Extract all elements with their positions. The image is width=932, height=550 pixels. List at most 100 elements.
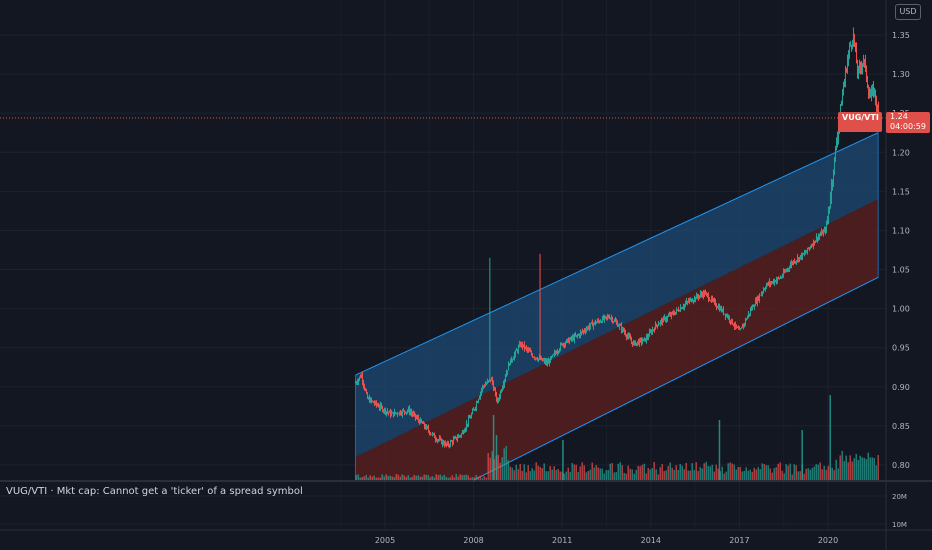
volume-bar	[467, 475, 469, 480]
volume-bar	[769, 468, 771, 480]
volume-bar	[841, 450, 843, 480]
volume-bar	[679, 464, 681, 480]
volume-bar	[785, 464, 787, 480]
volume-bar	[793, 464, 795, 480]
y-tick-label: 1.35	[892, 31, 910, 40]
volume-bar	[613, 472, 615, 480]
volume-bar	[401, 474, 403, 480]
volume-bar	[423, 474, 425, 480]
volume-bar	[597, 467, 599, 480]
volume-bar	[413, 474, 415, 480]
volume-bar	[757, 467, 759, 480]
volume-bar	[573, 464, 575, 480]
volume-bar	[441, 476, 443, 480]
price-series[interactable]	[354, 27, 879, 449]
volume-bar	[355, 475, 357, 480]
bar-countdown: 04:00:59	[890, 122, 926, 131]
volume-bar	[781, 470, 783, 480]
volume-bar	[377, 477, 379, 480]
volume-bar	[751, 471, 753, 480]
volume-bar	[739, 466, 741, 480]
volume-bar	[669, 462, 671, 480]
volume-bar	[869, 457, 871, 480]
volume-bar	[363, 476, 365, 480]
volume-bar	[545, 471, 547, 480]
volume-bar	[853, 458, 855, 480]
volume-bar	[473, 477, 475, 480]
volume-bar	[693, 470, 695, 480]
volume-bar	[615, 472, 617, 480]
volume-bar	[507, 460, 509, 480]
volume-bar	[637, 465, 639, 480]
volume-bar	[623, 472, 625, 480]
volume-bar	[451, 475, 453, 480]
volume-bar	[718, 420, 721, 480]
volume-bar	[845, 455, 847, 480]
volume-bar	[605, 470, 607, 480]
volume-bar	[369, 475, 371, 480]
volume-bar	[393, 477, 395, 480]
volume-bar	[873, 458, 875, 480]
volume-bar	[767, 465, 769, 480]
volume-bar	[469, 477, 471, 480]
volume-bar	[505, 445, 507, 480]
volume-bar	[527, 465, 529, 480]
volume-bar	[425, 474, 427, 480]
volume-bar	[827, 465, 829, 480]
volume-bar	[863, 457, 865, 480]
y-tick-label: 0.80	[892, 461, 910, 470]
volume-bar	[379, 477, 381, 480]
volume-bar	[479, 475, 481, 480]
volume-bar	[685, 462, 687, 480]
volume-bar	[523, 464, 525, 480]
volume-bar	[373, 475, 375, 480]
volume-bar	[695, 462, 697, 480]
volume-bar	[551, 469, 553, 480]
volume-bar	[503, 448, 505, 480]
volume-bar	[475, 474, 477, 480]
volume-bar	[741, 471, 743, 480]
volume-bar	[847, 462, 849, 480]
volume-bar	[501, 457, 503, 480]
volume-bar	[743, 470, 745, 480]
volume-bar	[509, 466, 511, 480]
volume-bar	[763, 463, 765, 480]
volume-bar	[777, 463, 779, 480]
volume-bar	[557, 468, 559, 480]
volume-bar	[483, 475, 485, 480]
symbol-label: VUG/VTI	[842, 113, 879, 122]
volume-bar	[541, 468, 543, 480]
volume-bar	[367, 477, 369, 480]
volume-bar	[735, 469, 737, 480]
volume-bar	[775, 467, 777, 480]
volume-bar	[417, 475, 419, 480]
volume-bar	[595, 465, 597, 480]
volume-bar	[803, 473, 805, 480]
volume-bar	[657, 474, 659, 480]
volume-bar	[745, 467, 747, 480]
volume-bar	[819, 462, 821, 480]
volume-bar	[791, 474, 793, 480]
volume-bar	[409, 477, 411, 480]
volume-bar	[539, 466, 541, 480]
volume-bar	[593, 467, 595, 480]
volume-bar	[375, 477, 377, 480]
volume-bar	[837, 468, 839, 480]
currency-badge[interactable]: USD	[895, 4, 921, 20]
volume-bar	[699, 467, 701, 480]
volume-bar	[747, 470, 749, 480]
volume-bar	[553, 466, 555, 480]
volume-bar	[533, 470, 535, 480]
regression-channel[interactable]	[354, 132, 879, 481]
volume-bar	[563, 473, 565, 480]
volume-bar	[453, 477, 455, 480]
volume-bar	[647, 467, 649, 480]
volume-bar	[397, 474, 399, 480]
volume-bar	[849, 455, 851, 480]
volume-bar	[611, 463, 613, 480]
volume-bar	[667, 466, 669, 480]
volume-bar	[765, 465, 767, 480]
volume-bar	[813, 466, 815, 480]
